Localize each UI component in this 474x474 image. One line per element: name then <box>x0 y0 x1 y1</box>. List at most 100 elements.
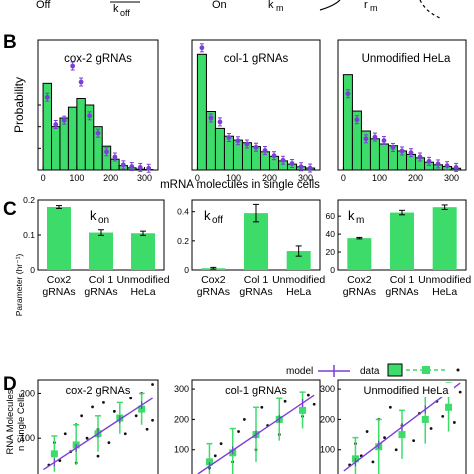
data-point <box>78 79 84 85</box>
decay-arrow <box>419 0 441 19</box>
parameter-bar <box>286 251 311 270</box>
x-tick-label: 0 <box>195 173 200 183</box>
cell-dot <box>96 454 100 458</box>
panel-a: Off k off On k m r m <box>36 0 441 19</box>
panel-letter-d: D <box>3 374 17 395</box>
data-point <box>146 165 152 171</box>
parameter-bar <box>244 213 268 270</box>
x-tick-label: 0 <box>41 173 46 183</box>
cell-dot <box>151 418 154 422</box>
category-label-line2: gRNAs <box>343 286 376 298</box>
y-tick-label: 0 <box>30 265 35 275</box>
data-mean-marker <box>299 406 307 414</box>
cell-dot <box>102 400 105 404</box>
category-label-line1: Cox2 <box>201 274 226 286</box>
cell-dot <box>63 432 67 436</box>
y-tick-label: 20 <box>326 247 336 257</box>
data-point <box>271 153 277 159</box>
cell-dot <box>129 396 133 400</box>
cell-dot <box>371 460 375 464</box>
legend-cell-dot <box>456 368 460 372</box>
data-point <box>87 113 92 119</box>
category-label-line2: HeLa <box>286 286 311 298</box>
x-tick-label: 100 <box>372 173 387 183</box>
parameter-bar <box>390 212 414 270</box>
histogram-bar <box>76 98 86 171</box>
parameter-bar <box>47 207 71 270</box>
plot-frame <box>37 379 159 474</box>
cell-dot <box>452 421 456 424</box>
panel-d-col1-scatter: 100 200 300 col-1 gRNAs <box>174 379 321 474</box>
cell-dot <box>365 430 369 433</box>
x-tick-label: 300 <box>137 173 152 183</box>
x-tick-label: 0 <box>341 173 346 183</box>
histogram-bar <box>369 138 380 171</box>
panel-b-ylabel: Probability <box>12 77 26 133</box>
data-point <box>44 94 50 100</box>
data-point <box>217 119 223 125</box>
category-label-line2: gRNAs <box>197 286 230 298</box>
data-point <box>137 165 143 170</box>
panel-b-hela-histogram: 0 100 200 300 Unmodified HeLa <box>337 39 467 183</box>
legend-model-label: model <box>286 366 313 377</box>
x-tick-label: 300 <box>298 173 313 183</box>
parameter-bar <box>347 238 372 270</box>
x-tick-label: 100 <box>226 173 241 183</box>
data-mean-marker <box>205 458 213 466</box>
panel-d-cox2-scatter: 100 200 cox-2 gRNAs <box>20 379 159 474</box>
cell-dot <box>312 402 316 406</box>
x-tick-label: 100 <box>69 173 84 183</box>
y-tick-label: 0.4 <box>177 207 189 217</box>
parameter-title: k <box>204 208 211 223</box>
data-point <box>253 144 259 150</box>
category-label-line1: Cox2 <box>47 274 72 286</box>
category-label-line2: gRNAs <box>385 286 418 298</box>
data-point <box>381 138 387 143</box>
subplot-title: Unmodified HeLa <box>364 385 450 397</box>
data-point <box>372 134 378 140</box>
category-label-line2: gRNAs <box>42 286 75 298</box>
data-mean-marker <box>421 415 429 423</box>
cell-dot <box>394 448 398 452</box>
panel-b-xlabel: mRNA molecules in single cells <box>160 179 320 191</box>
category-label-line1: Col 1 <box>244 274 269 286</box>
y-tick-label: 0 <box>184 265 189 275</box>
category-label-line2: gRNAs <box>239 286 272 298</box>
y-tick-label: 200 <box>320 414 335 424</box>
category-label-line1: Unmodified <box>116 274 169 286</box>
subplot-title: col-1 gRNAs <box>225 385 287 397</box>
label-k-m-sub: m <box>276 3 284 13</box>
cell-dot <box>458 390 462 394</box>
cell-dot <box>237 430 240 433</box>
histogram-bar <box>51 126 61 171</box>
cell-dot <box>123 432 127 436</box>
cell-dot <box>213 454 217 458</box>
data-point <box>417 154 423 160</box>
plot-frame <box>191 379 321 474</box>
legend-data-bar-swatch <box>387 363 403 377</box>
data-point <box>235 138 241 144</box>
y-tick-label: 0.1 <box>23 230 35 240</box>
subplot-title-bg <box>358 383 454 397</box>
data-point <box>354 117 360 123</box>
y-tick-label: 60 <box>326 211 336 221</box>
data-point <box>408 150 414 156</box>
data-point <box>208 115 214 121</box>
histogram-bar <box>214 127 225 171</box>
data-point <box>61 117 67 123</box>
data-mean-marker <box>138 405 146 413</box>
label-k-off-main: k <box>113 3 119 15</box>
cell-dot <box>107 441 111 445</box>
category-label-line2: gRNAs <box>84 286 117 298</box>
data-point <box>307 165 313 171</box>
y-tick-label: 100 <box>20 433 35 443</box>
panel-c-ylabel: Parameter (hr⁻¹) <box>14 254 24 317</box>
y-tick-label: 200 <box>174 414 189 424</box>
subplot-title: cox-2 gRNAs <box>64 53 132 65</box>
parameter-title: k <box>348 208 355 223</box>
data-point <box>70 63 76 69</box>
histogram-bar <box>59 117 69 171</box>
panel-d-ylabel-line2: n Single Cells <box>16 393 27 451</box>
cell-dot <box>112 409 116 413</box>
data-point <box>226 135 232 140</box>
